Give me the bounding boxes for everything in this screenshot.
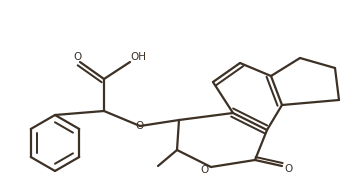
- Text: O: O: [285, 164, 293, 174]
- Text: OH: OH: [130, 52, 146, 62]
- Text: O: O: [201, 165, 209, 175]
- Text: O: O: [136, 121, 144, 131]
- Text: O: O: [73, 52, 81, 62]
